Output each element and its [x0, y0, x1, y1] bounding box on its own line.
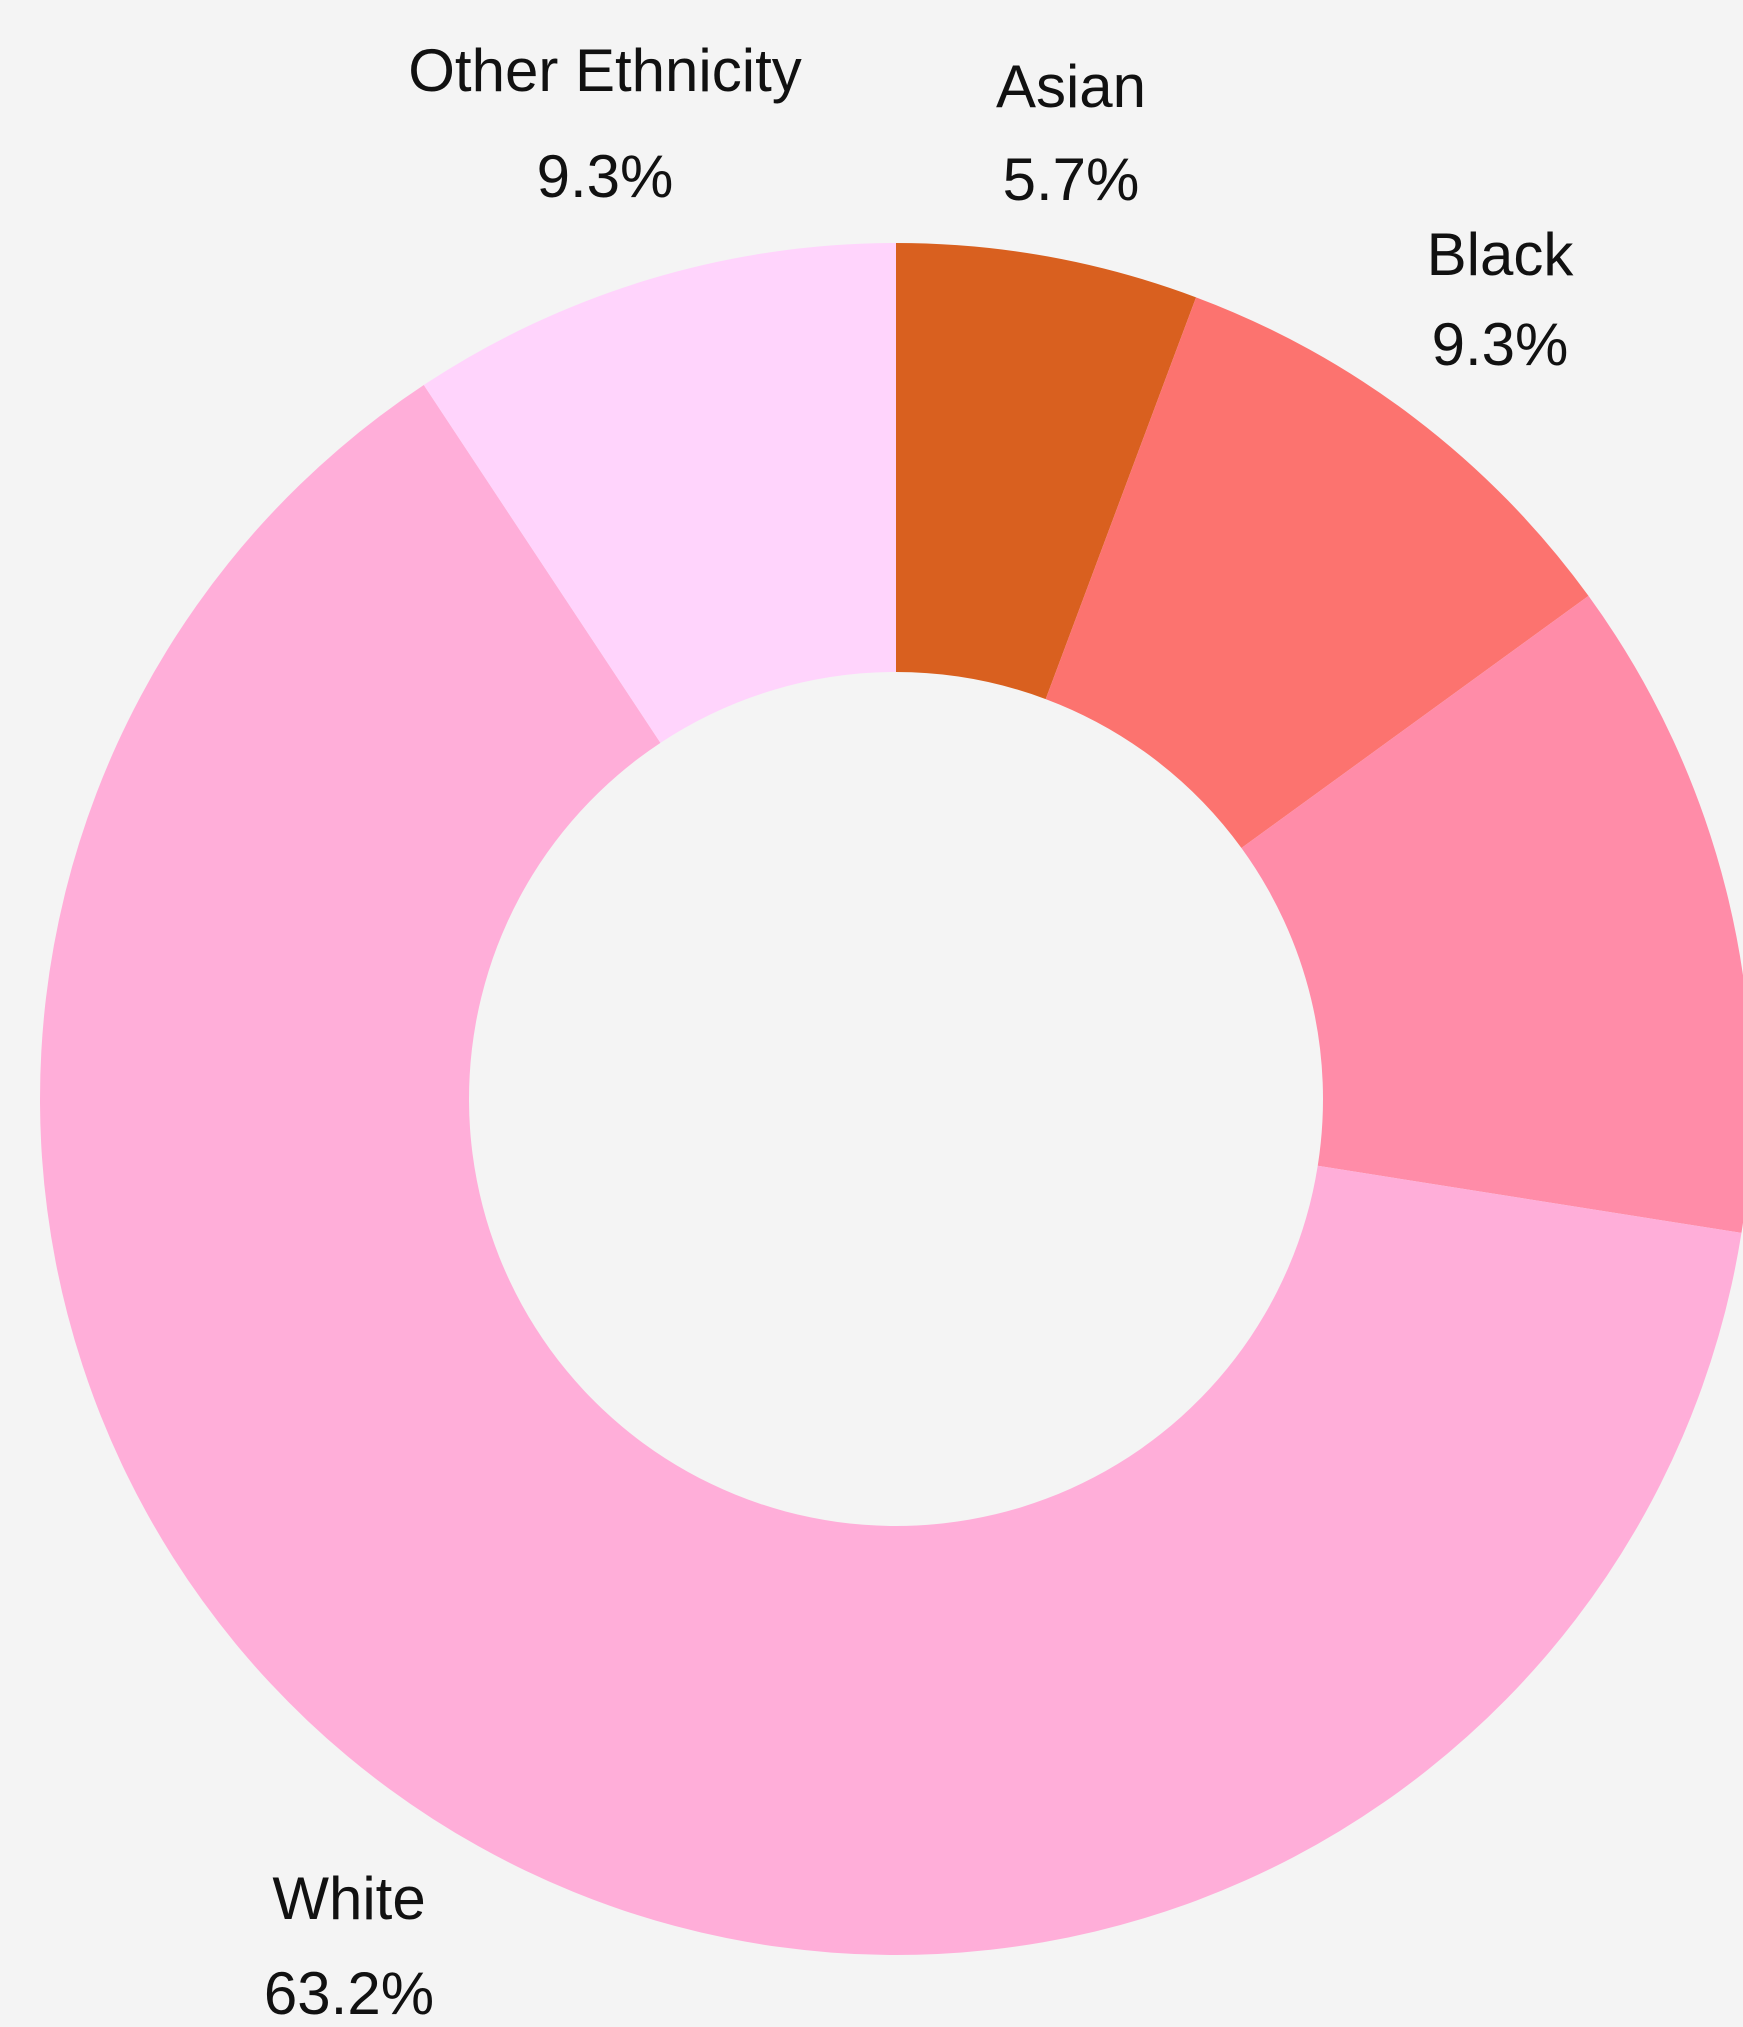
slice-label: Other Ethnicity: [408, 37, 802, 104]
slice-label: Black: [1427, 221, 1575, 288]
donut-slice: [1241, 595, 1743, 1233]
donut-slice: [39, 385, 1742, 1956]
slice-value-label: 63.2%: [264, 1960, 434, 2027]
donut-slice: [1045, 297, 1589, 849]
slice-value-label: 9.3%: [537, 143, 674, 210]
slice-value-label: 5.7%: [1003, 146, 1140, 213]
slice-label: Asian: [996, 53, 1146, 120]
slice-value-label: 9.3%: [1432, 311, 1569, 378]
donut-slice: [423, 243, 896, 743]
donut-slice: [896, 243, 1197, 700]
slice-label: White: [272, 1865, 425, 1932]
